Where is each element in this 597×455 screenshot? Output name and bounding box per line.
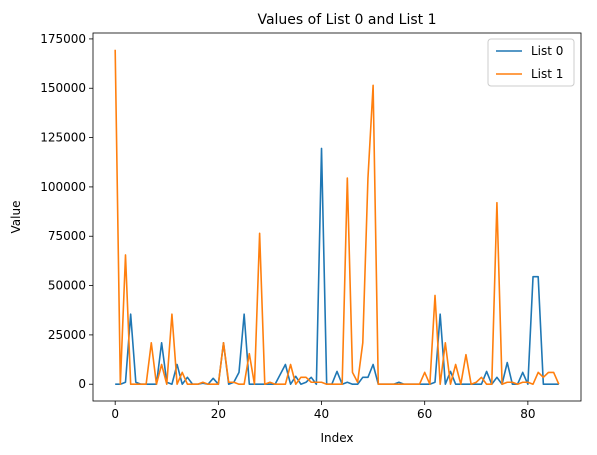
y-tick-label: 175000 — [40, 32, 86, 46]
series-line-list-1 — [114, 49, 560, 386]
y-tick-label: 100000 — [40, 180, 86, 194]
series-line-list-0 — [115, 147, 559, 386]
legend-label-list-0: List 0 — [531, 44, 563, 58]
x-tick-label: 40 — [314, 407, 329, 421]
x-tick-label: 0 — [111, 407, 119, 421]
y-tick-label: 25000 — [48, 328, 86, 342]
legend: List 0 List 1 — [487, 38, 575, 87]
series-layer — [114, 49, 560, 386]
x-axis-label: Index — [320, 431, 353, 445]
x-axis: 0 20 40 60 80 — [111, 401, 536, 421]
y-axis: 0 25000 50000 75000 100000 125000 150000 175000 — [40, 32, 93, 391]
x-tick-label: 20 — [211, 407, 226, 421]
x-tick-label: 80 — [520, 407, 535, 421]
plot-area — [92, 32, 582, 402]
y-tick-label: 125000 — [40, 131, 86, 145]
plot-background — [93, 33, 581, 401]
chart-title: Values of List 0 and List 1 — [257, 12, 436, 28]
x-tick-label: 60 — [417, 407, 432, 421]
legend-label-list-1: List 1 — [531, 67, 563, 81]
y-tick-label: 75000 — [48, 229, 86, 243]
y-tick-label: 50000 — [48, 279, 86, 293]
plot-frame — [92, 32, 582, 402]
y-tick-label: 0 — [78, 377, 86, 391]
y-axis-label: Value — [9, 201, 23, 234]
y-tick-label: 150000 — [40, 81, 86, 95]
